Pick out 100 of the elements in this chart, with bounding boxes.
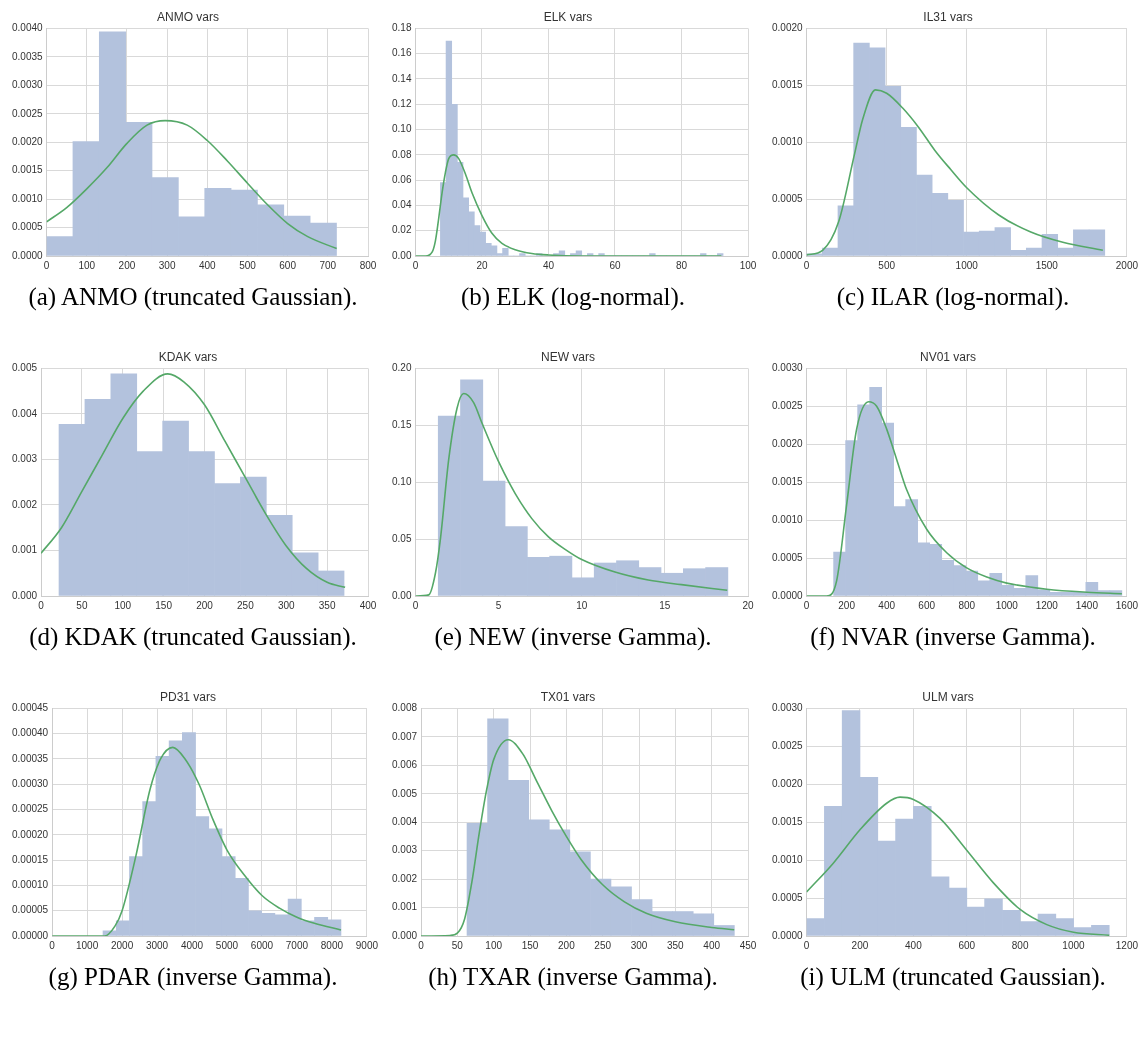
x-tick-label: 15 <box>659 599 671 611</box>
text: (e) NEW (inverse Gamma). <box>433 622 713 652</box>
x-tick-label: 400 <box>703 939 721 951</box>
x-tick-label: 1400 <box>1075 599 1099 611</box>
y-tick-label: 0.0000 <box>771 249 804 261</box>
y-tick-label: 0.0030 <box>771 362 804 374</box>
y-tick-label: 0.0020 <box>771 22 804 34</box>
x-tick-label: 0 <box>803 939 810 951</box>
x-tick-label: 0 <box>412 259 419 271</box>
y-tick-label: 0.0010 <box>771 853 804 865</box>
y-tick-label: 0.04 <box>391 199 412 211</box>
text: (a) ANMO (truncated Gaussian). <box>27 282 359 312</box>
x-tick-label: 20 <box>476 259 488 271</box>
x-tick-label: 0 <box>803 599 810 611</box>
x-tick-label: 400 <box>198 259 217 271</box>
x-tick-label: 500 <box>878 259 896 271</box>
y-tick-label: 0.0025 <box>771 740 804 752</box>
y-tick-label: 0.00 <box>391 249 412 261</box>
y-tick-label: 0.0020 <box>771 438 804 450</box>
x-tick-label: 20 <box>742 599 754 611</box>
x-tick-label: 1000 <box>1062 939 1086 951</box>
x-tick-label: 100 <box>114 599 132 611</box>
y-tick-label: 0.12 <box>391 98 412 110</box>
y-tick-label: 0.00020 <box>11 828 49 840</box>
x-tick-label: 3000 <box>145 939 169 951</box>
x-tick-label: 5 <box>495 599 502 611</box>
x-tick-label: 80 <box>675 259 688 271</box>
y-tick-label: 0.02 <box>391 224 412 236</box>
x-tick-label: 600 <box>279 259 297 271</box>
y-tick-label: 0.00045 <box>11 702 49 714</box>
x-tick-label: 1000 <box>955 259 979 271</box>
y-tick-label: 0.08 <box>391 148 412 160</box>
x-tick-label: 5000 <box>215 939 239 951</box>
x-tick-label: 100 <box>739 259 757 271</box>
x-tick-label: 200 <box>838 599 856 611</box>
x-tick-label: 200 <box>851 939 869 951</box>
x-tick-label: 200 <box>196 599 214 611</box>
x-tick-label: 9000 <box>355 939 379 951</box>
y-tick-label: 0.0005 <box>11 221 44 233</box>
chart-title: ELK vars <box>543 9 593 24</box>
chart-title: ANMO vars <box>156 9 220 24</box>
y-tick-label: 0.0000 <box>771 929 804 941</box>
x-tick-label: 250 <box>237 599 255 611</box>
y-tick-label: 0.007 <box>391 730 418 742</box>
x-tick-label: 1000 <box>75 939 99 951</box>
x-tick-label: 8000 <box>320 939 344 951</box>
y-tick-label: 0.005 <box>391 787 418 799</box>
x-tick-label: 300 <box>277 599 296 611</box>
y-tick-label: 0.000 <box>11 589 38 601</box>
chart-title: TX01 vars <box>540 689 596 704</box>
x-tick-label: 50 <box>451 939 464 951</box>
chart-title: ULM vars <box>922 689 974 704</box>
y-tick-label: 0.0030 <box>11 79 44 91</box>
y-tick-label: 0.00000 <box>11 929 49 941</box>
y-tick-label: 0.004 <box>11 407 38 419</box>
y-tick-label: 0.16 <box>391 47 412 59</box>
x-tick-label: 1600 <box>1115 599 1139 611</box>
x-tick-label: 100 <box>78 259 96 271</box>
x-tick-label: 100 <box>485 939 503 951</box>
x-tick-label: 350 <box>666 939 685 951</box>
y-tick-label: 0.005 <box>11 362 38 374</box>
x-tick-label: 1200 <box>1035 599 1059 611</box>
y-tick-label: 0.0040 <box>11 22 44 34</box>
y-tick-label: 0.00030 <box>11 778 49 790</box>
x-tick-label: 2000 <box>110 939 134 951</box>
y-tick-label: 0.00035 <box>11 752 49 764</box>
y-tick-label: 0.0000 <box>771 589 804 601</box>
x-tick-label: 600 <box>958 939 976 951</box>
text: (i) ULM (truncated Gaussian). <box>799 962 1107 992</box>
x-tick-label: 200 <box>118 259 136 271</box>
y-tick-label: 0.003 <box>391 844 418 856</box>
y-tick-label: 0.0015 <box>771 79 804 91</box>
x-tick-label: 300 <box>630 939 648 951</box>
y-tick-label: 0.00015 <box>11 853 49 865</box>
y-tick-label: 0.0010 <box>771 135 804 147</box>
y-tick-label: 0.001 <box>11 544 38 556</box>
x-tick-label: 150 <box>155 599 173 611</box>
y-tick-label: 0.003 <box>11 453 38 465</box>
y-tick-label: 0.001 <box>391 901 418 913</box>
x-tick-label: 10 <box>576 599 588 611</box>
x-tick-label: 150 <box>521 939 539 951</box>
y-tick-label: 0.0010 <box>771 513 804 525</box>
y-tick-label: 0.06 <box>391 173 412 185</box>
y-tick-label: 0.05 <box>391 532 412 544</box>
y-tick-label: 0.0005 <box>771 551 804 563</box>
x-tick-label: 1200 <box>1115 939 1139 951</box>
x-tick-label: 0 <box>49 939 56 951</box>
y-tick-label: 0.20 <box>391 362 412 374</box>
y-tick-label: 0.00010 <box>11 879 49 891</box>
x-tick-label: 500 <box>239 259 257 271</box>
y-tick-label: 0.006 <box>391 759 418 771</box>
y-tick-label: 0.15 <box>391 419 412 431</box>
x-tick-label: 7000 <box>285 939 309 951</box>
x-tick-label: 0 <box>803 259 810 271</box>
x-tick-label: 0 <box>412 599 419 611</box>
y-tick-label: 0.18 <box>391 22 412 34</box>
text: (g) PDAR (inverse Gamma). <box>47 962 339 992</box>
y-tick-label: 0.0015 <box>11 164 44 176</box>
x-tick-label: 450 <box>739 939 757 951</box>
x-tick-label: 400 <box>359 599 377 611</box>
